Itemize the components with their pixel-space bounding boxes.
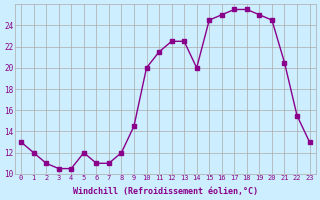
X-axis label: Windchill (Refroidissement éolien,°C): Windchill (Refroidissement éolien,°C) (73, 187, 258, 196)
